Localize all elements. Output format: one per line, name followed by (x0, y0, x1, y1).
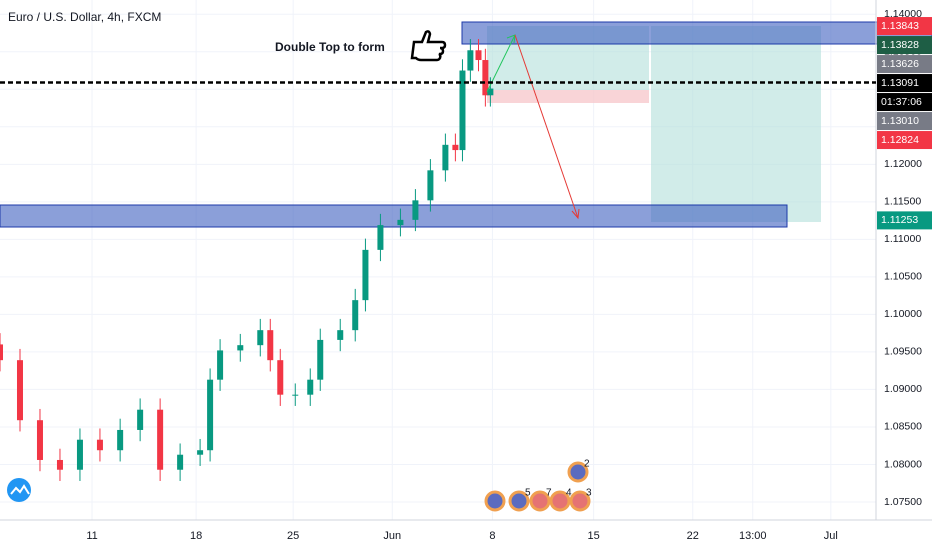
candle-body (412, 200, 419, 220)
event-count: 2 (584, 459, 590, 470)
y-tick-label: 1.09000 (884, 383, 922, 395)
price-label-bg (877, 36, 932, 55)
candle-body (157, 409, 164, 470)
candle-body (0, 344, 3, 361)
candle-body (117, 429, 124, 451)
candle-body (459, 70, 466, 151)
price-label: 1.13010 (881, 115, 919, 127)
event-count: 5 (525, 488, 531, 499)
x-tick-label: 25 (287, 530, 299, 542)
price-label: 1.11253 (881, 214, 918, 226)
candle-body (362, 249, 369, 301)
price-label-bg (877, 55, 932, 74)
y-tick-label: 1.11500 (884, 196, 921, 208)
candle-body (307, 379, 314, 395)
y-tick-label: 1.09500 (884, 346, 922, 358)
candle-body (317, 339, 324, 380)
overlay: 1.13843 1.13828 1.13626 1.13091 01:37:06 1.13… (0, 17, 932, 512)
x-tick-label: 15 (588, 530, 600, 542)
candle-body (487, 88, 494, 96)
event-icon (569, 490, 591, 512)
candle-body (475, 50, 482, 61)
candle-body (482, 60, 489, 96)
price-label: 1.13091 (881, 77, 919, 89)
candle-body (237, 345, 244, 351)
event-icon (567, 461, 589, 483)
x-tick-label: 11 (86, 530, 97, 542)
x-tick-label: 18 (190, 530, 202, 542)
candle-body (292, 394, 299, 396)
candle-body (452, 144, 459, 151)
candle-body (352, 300, 359, 331)
price-label-bg (877, 112, 932, 131)
event-icon (549, 490, 571, 512)
y-tick-label: 1.07500 (884, 496, 922, 508)
candle-body (267, 330, 274, 361)
countdown-bg (877, 93, 932, 112)
candle-body (96, 439, 103, 451)
candle-body (217, 350, 224, 380)
price-label: 1.13626 (881, 58, 919, 70)
candles (0, 39, 494, 481)
candle-body (467, 50, 474, 71)
y-tick-label: 1.11000 (884, 233, 921, 245)
chart-title: Euro / U.S. Dollar, 4h, FXCM (8, 10, 161, 24)
candle-body (56, 459, 63, 470)
event-count: 4 (566, 488, 572, 499)
y-tick-label: 1.10500 (884, 271, 922, 283)
price-label: 1.13828 (881, 39, 919, 51)
profit-zone-2 (651, 26, 821, 222)
price-label-bg (877, 17, 932, 36)
hand-icon (410, 30, 447, 62)
x-tick-label: Jun (383, 530, 401, 542)
event-icon (508, 490, 530, 512)
candle-body (197, 450, 204, 455)
event-count: 3 (586, 488, 592, 499)
y-tick-label: 1.10000 (884, 308, 922, 320)
candle-body (76, 439, 83, 470)
y-tick-label: 1.08000 (884, 458, 922, 470)
x-tick-label: 22 (687, 530, 699, 542)
price-label-bg (877, 74, 932, 93)
price-label: 1.12824 (881, 134, 919, 146)
candle-body (277, 360, 284, 395)
support-zone (0, 204, 788, 228)
y-tick-label: 1.08500 (884, 421, 922, 433)
candle-body (427, 170, 434, 201)
annotation: Double Top to form (275, 40, 385, 54)
y-tick-label: 1.12000 (884, 158, 922, 170)
candle-body (36, 420, 43, 460)
event-icon (484, 490, 506, 512)
resistance-zone (461, 21, 932, 45)
candle-body (377, 225, 384, 250)
x-tick-label: Jul (824, 530, 838, 542)
price-label-bg (877, 211, 932, 230)
price-label: 1.13843 (881, 20, 919, 32)
x-tick-label: 8 (489, 530, 495, 542)
down-arrow (514, 34, 579, 219)
candle-body (337, 330, 344, 340)
countdown: 01:37:06 (881, 96, 922, 108)
candle-body (442, 144, 449, 171)
candle-body (137, 409, 144, 430)
candle-body (16, 360, 23, 421)
event-count: 7 (546, 488, 552, 499)
price-label-bg (877, 131, 932, 150)
candle-body (207, 379, 214, 451)
candle-body (177, 454, 184, 470)
candle-body (397, 219, 404, 226)
x-tick-label: 13:00 (739, 530, 767, 542)
event-icon (529, 490, 551, 512)
loss-zone (487, 90, 649, 103)
down-arrow-head (571, 208, 580, 220)
candle-body (257, 330, 264, 346)
logo (7, 478, 31, 502)
